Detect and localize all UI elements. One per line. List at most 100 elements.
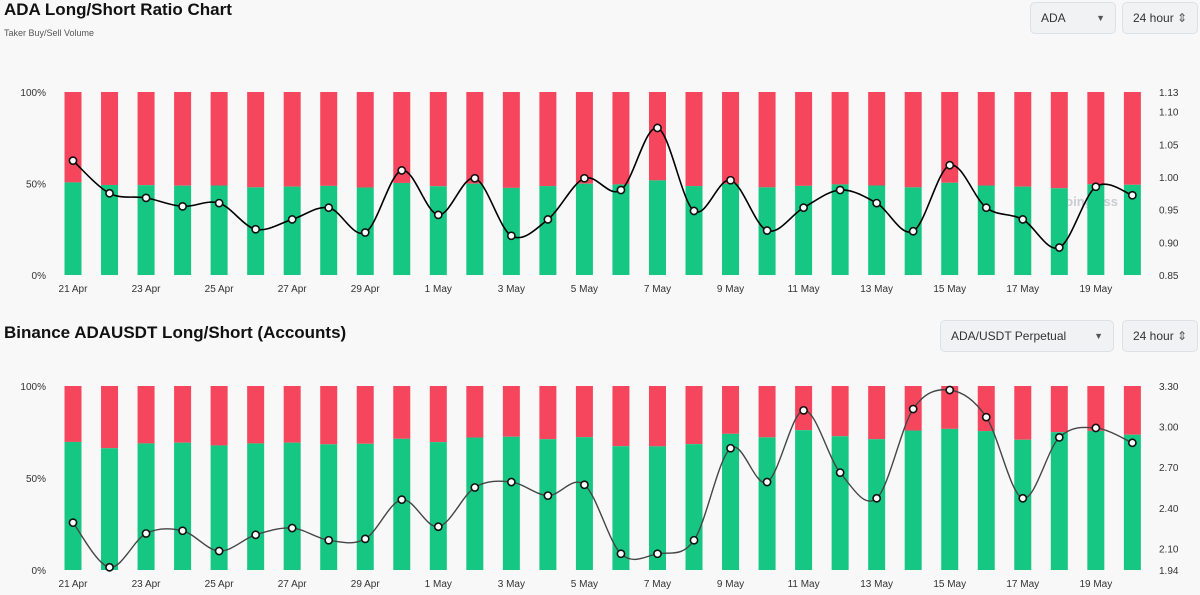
ratio-point[interactable]: [981, 412, 991, 422]
short-bar[interactable]: [941, 386, 959, 429]
long-bar[interactable]: [868, 185, 886, 275]
ratio-point[interactable]: [178, 201, 187, 211]
short-bar[interactable]: [356, 386, 374, 444]
short-bar[interactable]: [758, 92, 776, 188]
long-bar[interactable]: [941, 182, 959, 275]
long-bar[interactable]: [539, 439, 557, 570]
ratio-point[interactable]: [68, 156, 78, 166]
short-bar[interactable]: [648, 386, 666, 447]
ratio-point[interactable]: [214, 546, 224, 556]
ratio-point[interactable]: [506, 231, 516, 241]
ratio-point[interactable]: [1054, 243, 1064, 252]
ratio-point[interactable]: [580, 173, 589, 183]
short-bar[interactable]: [210, 386, 228, 446]
long-bar[interactable]: [868, 439, 886, 570]
ratio-point[interactable]: [178, 526, 187, 536]
short-bar[interactable]: [575, 386, 593, 438]
ratio-point[interactable]: [799, 405, 808, 415]
short-bar[interactable]: [539, 386, 557, 440]
short-bar[interactable]: [648, 92, 666, 181]
ratio-point[interactable]: [543, 491, 553, 500]
ratio-point[interactable]: [105, 188, 114, 198]
ratio-point[interactable]: [580, 480, 589, 490]
short-bar[interactable]: [466, 92, 484, 184]
interval-select-2[interactable]: 24 hour ⇕: [1122, 320, 1198, 352]
short-bar[interactable]: [101, 386, 119, 449]
long-bar[interactable]: [612, 184, 630, 275]
long-bar[interactable]: [64, 182, 82, 275]
long-bar[interactable]: [795, 185, 813, 275]
long-bar[interactable]: [429, 442, 447, 570]
interval-select-1[interactable]: 24 hour ⇕: [1122, 2, 1198, 34]
ratio-point[interactable]: [908, 226, 918, 236]
short-bar[interactable]: [320, 386, 338, 445]
long-bar[interactable]: [101, 448, 119, 570]
long-bar[interactable]: [977, 185, 995, 275]
ratio-point[interactable]: [105, 562, 114, 572]
short-bar[interactable]: [64, 92, 82, 183]
ratio-point[interactable]: [653, 549, 662, 559]
long-bar[interactable]: [722, 433, 740, 570]
long-bar[interactable]: [283, 186, 301, 275]
long-bar[interactable]: [977, 431, 995, 570]
ratio-point[interactable]: [1091, 423, 1101, 433]
long-bar[interactable]: [174, 185, 192, 275]
long-bar[interactable]: [904, 430, 922, 570]
ratio-point[interactable]: [689, 535, 699, 545]
short-bar[interactable]: [502, 92, 520, 188]
long-bar[interactable]: [1087, 430, 1105, 570]
ratio-point[interactable]: [945, 385, 955, 395]
short-bar[interactable]: [612, 92, 630, 185]
short-bar[interactable]: [1050, 386, 1068, 433]
ratio-point[interactable]: [141, 193, 151, 203]
long-bar[interactable]: [1050, 432, 1068, 570]
ratio-point[interactable]: [726, 175, 735, 185]
long-bar[interactable]: [1050, 188, 1068, 275]
short-bar[interactable]: [977, 386, 995, 432]
short-bar[interactable]: [320, 92, 338, 186]
ratio-point[interactable]: [872, 198, 882, 208]
ratio-point[interactable]: [1018, 215, 1028, 224]
long-bar[interactable]: [247, 443, 265, 570]
long-bar[interactable]: [722, 183, 740, 275]
short-bar[interactable]: [1123, 386, 1141, 435]
short-bar[interactable]: [502, 386, 520, 437]
long-bar[interactable]: [1123, 434, 1141, 570]
short-bar[interactable]: [101, 92, 119, 185]
ratio-point[interactable]: [1091, 182, 1101, 192]
short-bar[interactable]: [356, 92, 374, 188]
long-bar[interactable]: [137, 443, 155, 570]
ratio-point[interactable]: [1127, 438, 1137, 448]
short-bar[interactable]: [1087, 386, 1105, 431]
short-bar[interactable]: [941, 92, 959, 183]
long-bar[interactable]: [648, 446, 666, 570]
pair-select[interactable]: ADA/USDT Perpetual ▼: [940, 320, 1114, 352]
short-bar[interactable]: [831, 92, 849, 185]
long-bar[interactable]: [174, 442, 192, 570]
long-bar[interactable]: [356, 443, 374, 570]
short-bar[interactable]: [137, 92, 155, 186]
short-bar[interactable]: [904, 92, 922, 188]
long-bar[interactable]: [1087, 184, 1105, 275]
ratio-point[interactable]: [762, 226, 772, 235]
long-bar[interactable]: [575, 437, 593, 570]
long-bar[interactable]: [1014, 186, 1032, 275]
ratio-point[interactable]: [835, 468, 845, 477]
short-bar[interactable]: [283, 92, 301, 187]
long-bar[interactable]: [539, 186, 557, 275]
long-bar[interactable]: [758, 437, 776, 570]
ratio-point[interactable]: [543, 215, 553, 224]
ratio-point[interactable]: [908, 404, 918, 414]
short-bar[interactable]: [868, 386, 886, 440]
ratio-point[interactable]: [214, 198, 224, 208]
long-bar[interactable]: [685, 444, 703, 570]
short-bar[interactable]: [247, 92, 265, 188]
long-bar[interactable]: [393, 438, 411, 570]
ratio-point[interactable]: [397, 495, 407, 505]
short-bar[interactable]: [393, 92, 411, 183]
ratio-point[interactable]: [68, 518, 78, 528]
ratio-point[interactable]: [287, 523, 297, 533]
ratio-point[interactable]: [616, 185, 626, 195]
long-bar[interactable]: [685, 186, 703, 275]
short-bar[interactable]: [466, 386, 484, 438]
